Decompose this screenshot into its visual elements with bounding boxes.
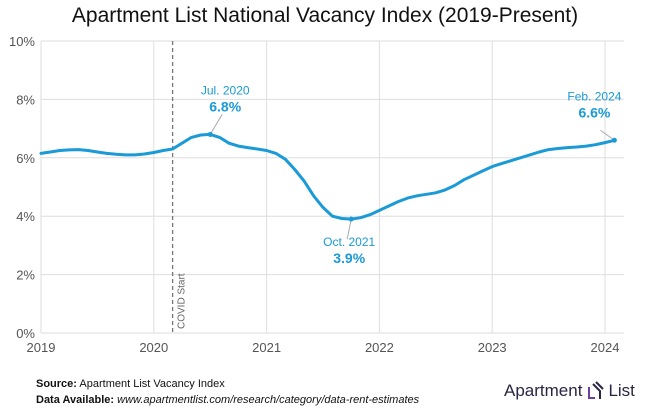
y-tick-label: 10% bbox=[9, 34, 35, 49]
chart-title: Apartment List National Vacancy Index (2… bbox=[71, 4, 579, 27]
y-tick-label: 6% bbox=[16, 151, 35, 166]
annotation-value: 3.9% bbox=[333, 250, 365, 266]
y-tick-label: 8% bbox=[16, 92, 35, 107]
data-note: Data Available: www.apartmentlist.com/re… bbox=[36, 394, 419, 406]
covid-event-label: COVID Start bbox=[177, 273, 188, 329]
annotation-leader bbox=[600, 129, 615, 141]
source-text: Apartment List Vacancy Index bbox=[79, 378, 225, 390]
y-tick-label: 2% bbox=[16, 268, 35, 283]
data-url[interactable]: www.apartmentlist.com/research/category/… bbox=[117, 394, 420, 406]
annotation-value: 6.8% bbox=[209, 98, 241, 114]
annotation-date: Jul. 2020 bbox=[201, 83, 250, 97]
x-tick-label: 2022 bbox=[365, 340, 394, 355]
logo-text-left: Apartment bbox=[504, 381, 583, 400]
x-tick-label: 2024 bbox=[591, 340, 620, 355]
x-tick-label: 2019 bbox=[27, 340, 56, 355]
annotation-leader bbox=[346, 219, 352, 240]
logo-icon bbox=[588, 381, 605, 399]
annotation-date: Feb. 2024 bbox=[567, 89, 621, 103]
annotation-point bbox=[207, 131, 213, 137]
y-tick-label: 0% bbox=[16, 326, 35, 341]
source-note: Source: Apartment List Vacancy Index bbox=[36, 378, 225, 390]
annotation-date: Oct. 2021 bbox=[323, 235, 375, 249]
y-tick-label: 4% bbox=[16, 209, 35, 224]
annotation-point bbox=[611, 137, 617, 143]
annotation-value: 6.6% bbox=[578, 104, 610, 120]
data-label: Data Available: bbox=[36, 394, 115, 406]
apartment-list-logo: Apartment List bbox=[504, 381, 635, 401]
x-tick-label: 2023 bbox=[478, 340, 507, 355]
annotation-leader bbox=[209, 114, 223, 135]
logo-text-right: List bbox=[608, 381, 635, 400]
annotation-point bbox=[348, 216, 354, 222]
source-label: Source: bbox=[36, 378, 77, 390]
vacancy-series-line bbox=[39, 132, 616, 221]
x-tick-label: 2021 bbox=[252, 340, 281, 355]
x-tick-label: 2020 bbox=[139, 340, 168, 355]
